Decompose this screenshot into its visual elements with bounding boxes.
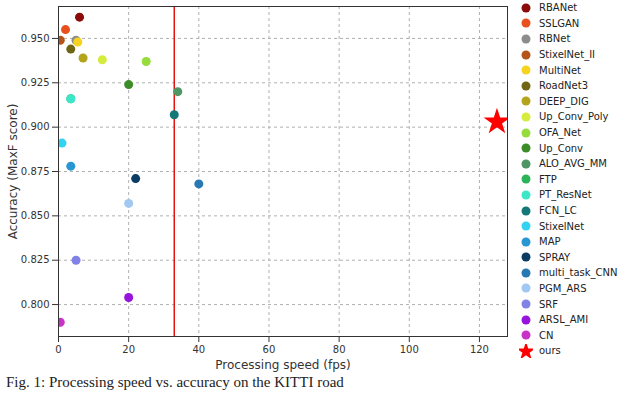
html-text:Up_Conv: Up_Conv <box>539 142 583 154</box>
svg-text:20: 20 <box>122 344 135 355</box>
html-text:SRF: SRF <box>539 298 559 310</box>
html-text:Up_Conv_Poly: Up_Conv_Poly <box>539 111 609 123</box>
html-text:RBNet: RBNet <box>539 33 571 45</box>
html-text:SSLGAN: SSLGAN <box>539 17 580 29</box>
html-text:CN: CN <box>539 329 554 341</box>
svg-text:0.950: 0.950 <box>21 33 50 44</box>
html-text:StixelNet: StixelNet <box>539 220 585 232</box>
html-text:FCN_LC: FCN_LC <box>539 205 577 216</box>
svg-text:0.875: 0.875 <box>21 166 50 177</box>
html-text:DEEP_DIG: DEEP_DIG <box>539 95 589 107</box>
html-text:ALO_AVG_MM: ALO_AVG_MM <box>539 158 607 170</box>
svg-text:40: 40 <box>192 344 205 355</box>
svg-text:0.825: 0.825 <box>21 254 50 265</box>
html-text:MAP: MAP <box>539 236 561 248</box>
svg-text:100: 100 <box>400 344 419 355</box>
html-text:SPRAY: SPRAY <box>539 251 571 263</box>
html-text:OFA_Net: OFA_Net <box>539 127 582 138</box>
svg-text:80: 80 <box>333 344 346 355</box>
html-text:MultiNet: MultiNet <box>539 64 581 76</box>
svg-text:Accuracy (MaxF score): Accuracy (MaxF score) <box>6 104 20 240</box>
html-text:PT_ResNet: PT_ResNet <box>539 189 592 201</box>
html-text:StixelNet_II: StixelNet_II <box>539 49 595 61</box>
html-text:RBANet: RBANet <box>539 2 578 14</box>
svg-text:60: 60 <box>263 344 276 355</box>
svg-text:120: 120 <box>470 344 489 355</box>
html-text:multi_task_CNN: multi_task_CNN <box>539 267 618 279</box>
html-text:Fig. 1: Processing speed vs. a: Fig. 1: Processing speed vs. accuracy on… <box>6 374 344 390</box>
svg-text:0.850: 0.850 <box>21 210 50 221</box>
html-text:FTP: FTP <box>539 173 557 185</box>
svg-text:0.925: 0.925 <box>21 77 50 88</box>
html-text:PGM_ARS: PGM_ARS <box>539 283 587 294</box>
svg-text:0.900: 0.900 <box>21 121 50 132</box>
svg-text:0.800: 0.800 <box>21 299 50 310</box>
svg-text:Processing speed (fps): Processing speed (fps) <box>215 358 350 372</box>
html-text:RoadNet3: RoadNet3 <box>539 80 588 92</box>
html-text:ours: ours <box>539 345 561 357</box>
html-text:ARSL_AMI: ARSL_AMI <box>539 314 589 326</box>
svg-text:0: 0 <box>55 344 61 355</box>
